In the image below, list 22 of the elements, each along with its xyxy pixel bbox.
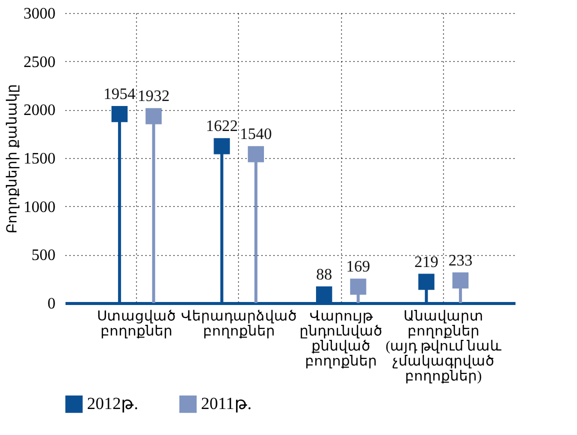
x-tick-label: Վարույթ ընդունված քննված բողոքներ	[300, 310, 383, 370]
data-label: 1540	[240, 126, 272, 144]
data-label: 1932	[138, 88, 170, 106]
x-tick-label: Անավարտ բողոքներ (այդ թվում նաև չմակագրված բողոքներ)	[386, 310, 502, 384]
y-tick-label: 3000	[24, 6, 56, 22]
data-label: 1954	[104, 86, 136, 104]
data-label: 233	[448, 252, 472, 270]
y-tick-label: 0	[48, 296, 56, 312]
y-tick-label: 1500	[24, 150, 56, 168]
data-label: 169	[346, 258, 370, 276]
legend-label: 2011թ.	[201, 394, 252, 414]
y-tick-label: 2000	[24, 102, 56, 120]
x-tick-label: Վերադարձված բողոքներ	[180, 310, 297, 340]
y-axis-title: Բողոքների քանակը	[6, 84, 20, 234]
data-label: 1622	[206, 118, 238, 136]
data-label: 88	[316, 266, 332, 284]
y-tick-label: 500	[32, 247, 56, 264]
legend-label: 2012թ.	[87, 394, 138, 414]
data-label: 219	[414, 254, 438, 271]
y-tick-label: 2500	[24, 54, 56, 71]
y-tick-label: 1000	[24, 198, 56, 216]
x-tick-label: Ստացված բողոքներ	[97, 310, 176, 340]
